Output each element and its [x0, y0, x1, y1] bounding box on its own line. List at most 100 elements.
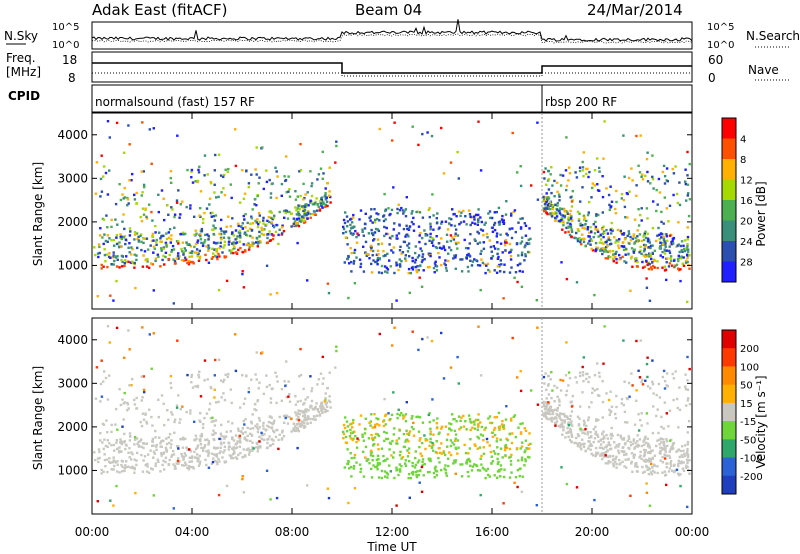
echo-cell	[679, 279, 682, 283]
echo-cell	[364, 212, 367, 215]
echo-cell	[170, 181, 173, 184]
echo-cell	[418, 211, 422, 214]
echo-cell	[191, 181, 195, 184]
echo-cell	[672, 442, 675, 446]
echo-cell	[322, 377, 325, 380]
echo-cell	[596, 388, 599, 391]
echo-cell	[106, 431, 109, 434]
echo-cell	[342, 432, 346, 436]
echo-cell	[677, 473, 681, 477]
echo-cell	[524, 253, 527, 256]
echo-cell	[224, 168, 227, 171]
echo-cell	[660, 425, 663, 429]
echo-cell	[453, 224, 457, 228]
echo-cell	[140, 424, 144, 428]
colorbar-segment	[722, 241, 736, 262]
echo-cell	[344, 236, 348, 239]
echo-cell	[148, 203, 151, 206]
echo-cell	[234, 128, 237, 131]
echo-cell	[300, 425, 303, 428]
echo-cell	[460, 270, 464, 273]
echo-cell	[602, 435, 606, 438]
echo-cell	[684, 466, 688, 469]
echo-cell	[627, 435, 630, 438]
echo-cell	[501, 425, 505, 428]
echo-cell	[389, 417, 392, 421]
echo-cell	[335, 140, 338, 143]
echo-cell	[598, 166, 601, 170]
echo-cell	[567, 421, 570, 424]
echo-cell	[606, 437, 610, 440]
echo-cell	[223, 378, 226, 382]
echo-cell	[227, 240, 231, 243]
echo-cell	[464, 451, 468, 455]
echo-cell	[268, 435, 271, 438]
echo-cell	[582, 380, 585, 383]
echo-cell	[127, 465, 130, 468]
echo-cell	[145, 422, 149, 425]
echo-cell	[555, 215, 559, 218]
echo-cell	[310, 399, 314, 403]
echo-cell	[683, 452, 686, 456]
echo-cell	[385, 437, 388, 441]
echo-cell	[399, 265, 402, 268]
echo-cell	[151, 232, 155, 236]
echo-cell	[114, 256, 118, 259]
echo-cell	[195, 248, 199, 251]
echo-cell	[234, 238, 237, 241]
echo-cell	[415, 475, 419, 479]
echo-cell	[297, 419, 301, 422]
echo-cell	[326, 204, 329, 208]
echo-cell	[316, 178, 319, 181]
echo-cell	[679, 473, 682, 476]
echo-cell	[559, 219, 563, 222]
echo-cell	[243, 232, 246, 235]
echo-cell	[185, 446, 188, 449]
echo-cell	[139, 420, 142, 424]
echo-cell	[180, 232, 183, 236]
echo-cell	[268, 178, 271, 182]
echo-cell	[116, 463, 119, 466]
echo-cell	[272, 225, 276, 229]
echo-cell	[318, 414, 322, 417]
echo-cell	[161, 258, 164, 262]
echo-cell	[663, 196, 666, 199]
echo-cell	[272, 224, 275, 227]
echo-cell	[614, 412, 617, 416]
echo-cell	[415, 269, 418, 272]
echo-cell	[542, 195, 545, 199]
echo-cell	[335, 349, 338, 353]
echo-cell	[297, 217, 301, 220]
echo-cell	[311, 408, 315, 411]
echo-cell	[525, 241, 528, 245]
echo-cell	[121, 265, 124, 268]
echo-cell	[232, 241, 235, 244]
freq-unit: [MHz]	[6, 65, 41, 79]
echo-cell	[317, 410, 320, 414]
echo-cell	[562, 224, 565, 227]
echo-cell	[183, 247, 186, 250]
echo-cell	[262, 438, 266, 442]
echo-cell	[377, 213, 380, 216]
echo-cell	[159, 265, 162, 268]
echo-cell	[272, 429, 275, 432]
echo-cell	[274, 435, 278, 439]
echo-cell	[376, 433, 379, 436]
echo-cell	[383, 397, 386, 401]
echo-cell	[347, 501, 350, 505]
echo-cell	[133, 398, 136, 402]
echo-cell	[193, 420, 196, 423]
echo-cell	[251, 448, 254, 451]
echo-cell	[93, 451, 96, 454]
echo-cell	[591, 387, 594, 390]
echo-cell	[223, 173, 226, 177]
echo-cell	[481, 434, 485, 437]
echo-cell	[265, 169, 268, 172]
echo-cell	[520, 285, 524, 288]
echo-cell	[231, 231, 234, 234]
echo-cell	[142, 183, 146, 187]
echo-cell	[686, 440, 690, 444]
echo-cell	[598, 394, 601, 397]
colorbar-segment	[722, 330, 736, 349]
echo-cell	[602, 447, 605, 450]
